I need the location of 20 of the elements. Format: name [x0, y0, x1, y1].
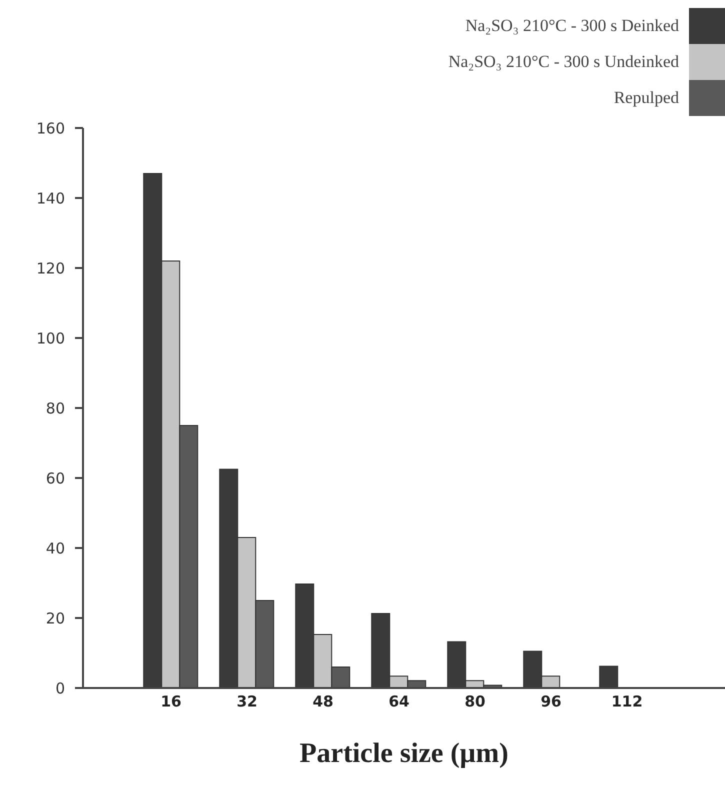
x-axis-title: Particle size (µm) — [298, 738, 510, 770]
legend-label: Na₂SO₃ 210°C - 300 s Deinked — [465, 16, 679, 36]
y-tick-label: 120 — [36, 259, 65, 278]
x-tick-label: 48 — [312, 692, 334, 711]
y-tick-label: 40 — [46, 539, 65, 558]
x-tick-label: 64 — [388, 692, 410, 711]
x-tick-label: 96 — [540, 692, 562, 711]
y-tick-label: 80 — [46, 399, 65, 418]
x-tick-label: 32 — [236, 692, 258, 711]
y-tick-label: 0 — [55, 679, 65, 698]
legend-label: Repulped — [614, 88, 679, 108]
y-tick-label: 100 — [36, 329, 65, 348]
x-tick-label: 16 — [160, 692, 182, 711]
y-tick-label: 160 — [36, 119, 65, 138]
y-tick-label: 60 — [46, 469, 65, 488]
x-tick-label: 112 — [611, 692, 643, 711]
legend-label: Na₂SO₃ 210°C - 300 s Undeinked — [448, 52, 679, 72]
y-tick-label: 140 — [36, 189, 65, 208]
x-tick-label: 80 — [464, 692, 486, 711]
y-tick-label: 20 — [46, 609, 65, 628]
